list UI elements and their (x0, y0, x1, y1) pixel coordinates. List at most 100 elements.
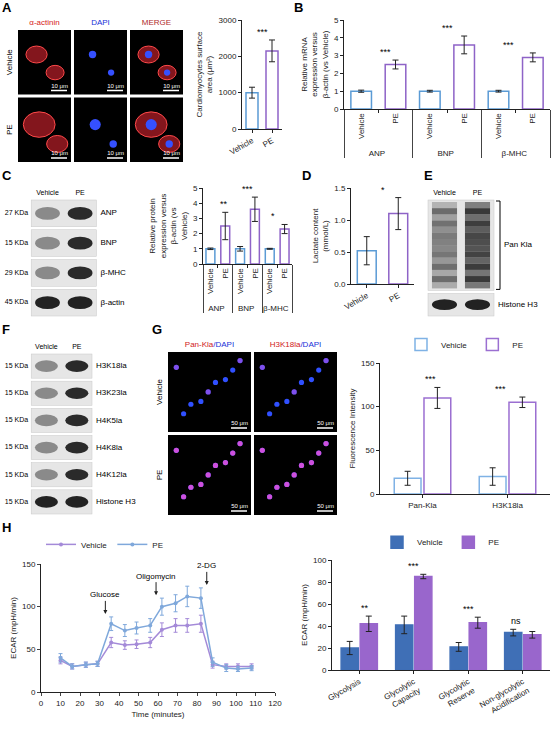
svg-text:ANP: ANP (369, 149, 385, 158)
svg-text:Vehicle: Vehicle (417, 538, 443, 547)
svg-text:3: 3 (334, 51, 339, 60)
svg-text:MERGE: MERGE (142, 18, 171, 27)
svg-text:1.5: 1.5 (334, 184, 346, 193)
svg-text:90: 90 (212, 699, 221, 708)
svg-text:PE: PE (155, 470, 164, 481)
svg-text:ANP: ANP (100, 208, 116, 217)
svg-text:2000: 2000 (219, 52, 237, 61)
svg-text:Relative proteinexpression ver: Relative proteinexpression versusβ-actin… (148, 194, 188, 258)
svg-text:**: ** (220, 199, 228, 209)
svg-text:150: 150 (22, 560, 36, 569)
svg-text:***: *** (463, 604, 474, 614)
svg-text:PE: PE (251, 268, 260, 279)
svg-text:Glycolysis: Glycolysis (327, 677, 363, 703)
svg-text:PE: PE (488, 538, 499, 547)
svg-text:15 KDa: 15 KDa (5, 443, 28, 450)
svg-text:***: *** (257, 27, 268, 37)
svg-text:Vehicle: Vehicle (155, 379, 164, 405)
svg-text:1: 1 (193, 245, 198, 254)
svg-text:Relative mRNAexpression versus: Relative mRNAexpression versusβ-actin (v… (300, 30, 330, 98)
svg-text:ANP: ANP (208, 304, 224, 313)
svg-text:Pan-Kla: Pan-Kla (408, 501, 437, 510)
svg-text:50 μm: 50 μm (317, 420, 334, 426)
svg-text:Vehicle: Vehicle (5, 49, 14, 75)
svg-text:1000: 1000 (219, 88, 237, 97)
svg-text:20: 20 (317, 644, 326, 653)
svg-text:10 μm: 10 μm (107, 150, 124, 156)
svg-text:80: 80 (317, 578, 326, 587)
svg-text:0: 0 (31, 688, 36, 697)
svg-text:H3K18la: H3K18la (492, 501, 523, 510)
svg-text:***: *** (425, 374, 436, 384)
svg-text:5: 5 (193, 184, 198, 193)
svg-text:50: 50 (365, 446, 374, 455)
svg-text:BNP: BNP (238, 304, 254, 313)
svg-text:***: *** (495, 384, 506, 394)
svg-text:29 KDa: 29 KDa (5, 269, 28, 276)
svg-text:***: *** (442, 23, 453, 33)
svg-text:45 KDa: 45 KDa (5, 298, 28, 305)
svg-text:3000: 3000 (219, 16, 237, 25)
svg-text:2-DG: 2-DG (197, 561, 216, 570)
svg-text:H3K18la: H3K18la (96, 361, 127, 370)
svg-text:15 KDa: 15 KDa (5, 389, 28, 396)
svg-text:β-actin: β-actin (100, 298, 124, 307)
svg-text:PE: PE (473, 189, 483, 196)
svg-text:Vehicle: Vehicle (206, 268, 215, 294)
svg-text:Vehicle: Vehicle (265, 268, 274, 294)
svg-text:2: 2 (193, 229, 198, 238)
svg-text:PE: PE (75, 189, 85, 196)
svg-text:H4K12la: H4K12la (96, 470, 127, 479)
svg-text:***: *** (380, 47, 391, 57)
svg-text:β-MHC: β-MHC (263, 304, 289, 313)
svg-text:40: 40 (115, 699, 124, 708)
svg-text:10 μm: 10 μm (107, 83, 124, 89)
svg-text:ns: ns (511, 616, 521, 626)
svg-text:15 KDa: 15 KDa (5, 362, 28, 369)
svg-text:5: 5 (334, 16, 339, 25)
svg-text:ECAR (mpH/min): ECAR (mpH/min) (300, 584, 309, 646)
svg-text:*: * (381, 185, 385, 195)
svg-text:10 μm: 10 μm (51, 150, 68, 156)
svg-text:20: 20 (76, 699, 85, 708)
svg-text:4: 4 (334, 34, 339, 43)
svg-text:0: 0 (232, 125, 237, 134)
svg-text:Vehicle: Vehicle (441, 341, 467, 350)
svg-text:100: 100 (22, 602, 36, 611)
svg-text:DAPI: DAPI (91, 18, 110, 27)
svg-text:β-MHC: β-MHC (100, 268, 126, 277)
svg-text:GlycolyticReserve: GlycolyticReserve (437, 677, 477, 711)
svg-text:10 μm: 10 μm (163, 150, 180, 156)
svg-text:100: 100 (313, 556, 327, 565)
svg-text:50 μm: 50 μm (231, 503, 248, 509)
svg-text:Vehicle: Vehicle (343, 291, 370, 312)
svg-text:H3K18la/DAPI: H3K18la/DAPI (270, 340, 322, 349)
svg-text:150: 150 (361, 359, 375, 368)
svg-text:PE: PE (5, 124, 14, 135)
svg-text:10 μm: 10 μm (163, 83, 180, 89)
svg-text:***: *** (408, 561, 419, 571)
svg-text:40: 40 (317, 622, 326, 631)
svg-text:15 KDa: 15 KDa (5, 471, 28, 478)
svg-text:H3K23la: H3K23la (96, 388, 127, 397)
svg-text:Oligomycin: Oligomycin (136, 572, 176, 581)
svg-text:Vehicle: Vehicle (433, 189, 456, 196)
svg-text:2: 2 (334, 69, 339, 78)
svg-text:PE: PE (460, 113, 469, 124)
svg-text:15 KDa: 15 KDa (5, 498, 28, 505)
svg-text:PE: PE (221, 268, 230, 279)
svg-text:110: 110 (249, 699, 262, 708)
svg-text:70: 70 (173, 699, 182, 708)
svg-text:Histone H3: Histone H3 (96, 497, 136, 506)
svg-text:60: 60 (317, 600, 326, 609)
svg-text:60: 60 (154, 699, 163, 708)
svg-text:4: 4 (193, 199, 198, 208)
svg-text:15 KDa: 15 KDa (5, 416, 28, 423)
svg-text:***: *** (242, 184, 253, 194)
svg-text:Vehicle: Vehicle (357, 113, 366, 139)
svg-text:1.0: 1.0 (334, 216, 346, 225)
svg-text:3: 3 (193, 214, 198, 223)
svg-text:PE: PE (528, 113, 537, 124)
svg-text:α-actinin: α-actinin (29, 18, 59, 27)
svg-text:0: 0 (322, 666, 327, 675)
